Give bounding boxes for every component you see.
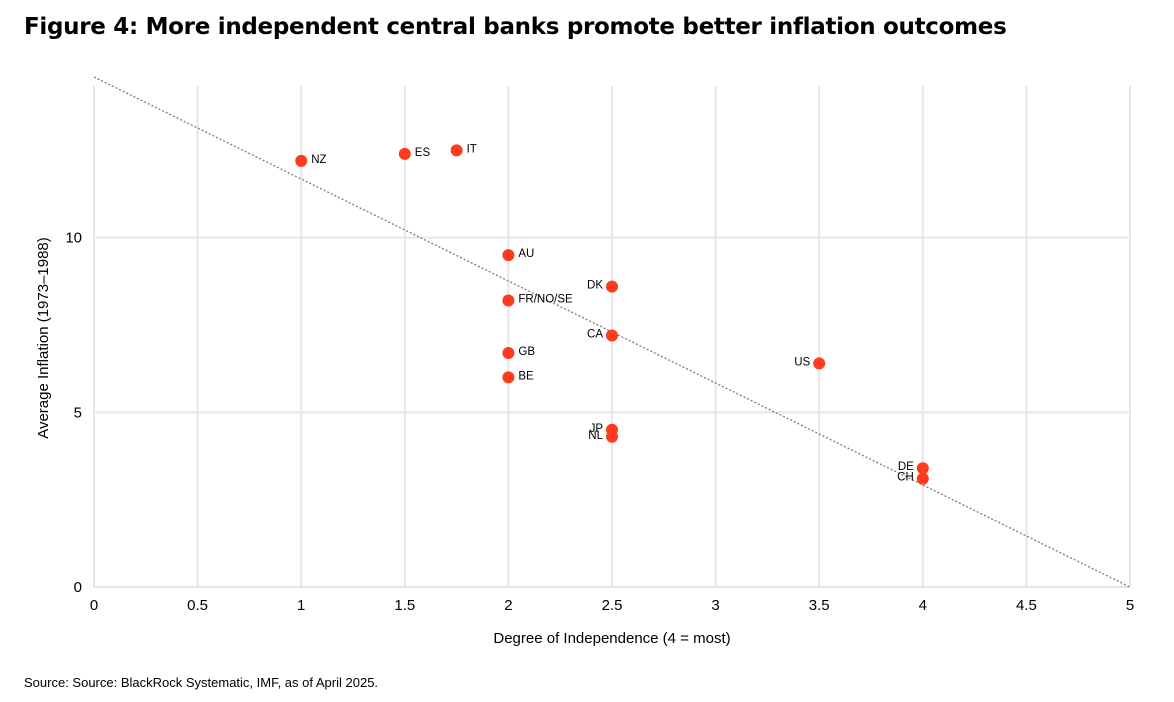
- data-point-au: [502, 249, 515, 262]
- point-label: IT: [467, 143, 477, 155]
- data-point-nl: [606, 430, 618, 443]
- x-tick-label: 0.5: [187, 597, 208, 614]
- x-tick-label: 1.5: [394, 597, 415, 614]
- x-tick-label: 2.5: [602, 597, 623, 614]
- point-label: CH: [897, 472, 914, 484]
- x-tick-label: 3: [711, 597, 719, 614]
- data-point-dk: [606, 280, 618, 293]
- chart-title: Figure 4: More independent central banks…: [24, 14, 1007, 40]
- point-label: FR/NO/SE: [518, 294, 573, 306]
- data-point-gb: [502, 346, 515, 359]
- x-axis-label: Degree of Independence (4 = most): [493, 630, 730, 647]
- point-label: NZ: [311, 154, 326, 166]
- data-point-nz: [295, 154, 308, 167]
- tick-label-layer: 0 0.5 1 1.5 2 2.5 3 3.5 4 4.5 5 0 5 10: [65, 230, 1134, 614]
- data-point-ca: [606, 329, 618, 342]
- x-tick-label: 2: [504, 597, 512, 614]
- point-label: GB: [518, 346, 535, 358]
- x-tick-label: 0: [90, 597, 98, 614]
- data-point-fr-no-se: [502, 294, 515, 307]
- point-label: JP: [590, 423, 604, 435]
- data-point-ch: [916, 472, 929, 485]
- grid-layer: [93, 86, 1131, 588]
- y-axis-label: Average Inflation (1973–1988): [35, 237, 52, 439]
- x-tick-label: 5: [1126, 597, 1134, 614]
- y-tick-label: 5: [74, 404, 82, 421]
- data-point-be: [502, 371, 515, 384]
- x-tick-label: 4: [919, 597, 927, 614]
- x-tick-label: 1: [297, 597, 305, 614]
- data-point-it: [450, 144, 463, 157]
- source-note: Source: Source: BlackRock Systematic, IM…: [24, 675, 379, 690]
- x-tick-label: 3.5: [809, 597, 830, 614]
- point-label: BE: [518, 370, 534, 382]
- y-tick-label: 0: [74, 579, 82, 596]
- scatter-chart: 0 0.5 1 1.5 2 2.5 3 3.5 4 4.5 5 0 5 10 NZ ES IT AU FR/NO/…: [35, 76, 1134, 647]
- point-label: ES: [415, 147, 431, 159]
- y-tick-label: 10: [65, 230, 82, 247]
- point-label: AU: [518, 248, 534, 260]
- point-label: US: [794, 356, 810, 368]
- point-label: CA: [587, 328, 603, 340]
- data-point-es: [398, 147, 411, 160]
- x-tick-label: 4.5: [1016, 597, 1037, 614]
- point-label: DE: [898, 461, 914, 473]
- point-label: NL: [588, 430, 603, 442]
- data-point-de: [916, 462, 929, 475]
- point-label: DK: [587, 280, 603, 292]
- data-point-us: [813, 357, 826, 370]
